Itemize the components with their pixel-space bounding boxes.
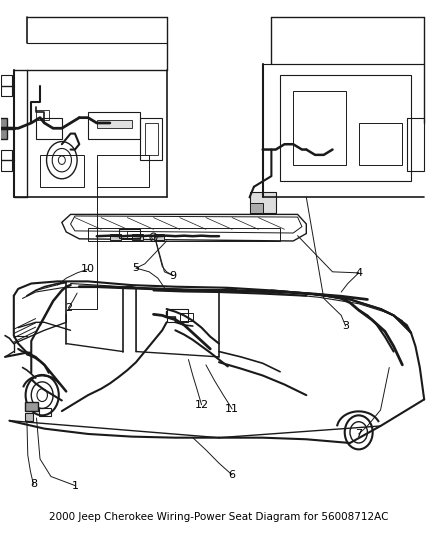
Bar — [1, 150, 12, 171]
Text: 11: 11 — [225, 404, 239, 414]
Bar — [141, 118, 162, 160]
Bar — [39, 408, 51, 416]
Bar — [97, 155, 149, 187]
Bar — [97, 120, 132, 128]
Text: 9: 9 — [170, 271, 177, 280]
Bar — [25, 413, 33, 421]
Bar — [132, 234, 143, 240]
Bar — [40, 155, 84, 187]
Text: 3: 3 — [342, 321, 349, 331]
Text: 12: 12 — [194, 400, 208, 410]
Text: 10: 10 — [81, 264, 95, 274]
Bar — [35, 118, 62, 139]
Bar — [180, 313, 193, 321]
Text: 6: 6 — [229, 470, 236, 480]
Bar — [1, 75, 12, 96]
Bar — [407, 118, 424, 171]
Bar — [250, 203, 263, 213]
Bar — [88, 228, 280, 241]
Bar — [280, 75, 411, 181]
Bar — [359, 123, 403, 165]
Bar — [119, 229, 141, 238]
Text: 2: 2 — [65, 303, 72, 313]
Text: 4: 4 — [355, 268, 362, 278]
Text: 1: 1 — [71, 481, 78, 490]
Bar — [153, 234, 164, 240]
Bar — [110, 234, 121, 240]
Text: 8: 8 — [30, 480, 37, 489]
Bar — [35, 110, 49, 120]
Bar — [0, 118, 7, 139]
Bar — [88, 112, 141, 139]
Bar — [145, 123, 158, 155]
Bar — [250, 192, 276, 213]
Text: 7: 7 — [355, 429, 362, 439]
Bar — [293, 91, 346, 165]
Text: 2000 Jeep Cherokee Wiring-Power Seat Diagram for 56008712AC: 2000 Jeep Cherokee Wiring-Power Seat Dia… — [49, 512, 389, 522]
Bar — [25, 401, 38, 411]
Bar — [127, 231, 141, 239]
Text: 5: 5 — [133, 263, 140, 273]
Bar — [166, 309, 188, 322]
